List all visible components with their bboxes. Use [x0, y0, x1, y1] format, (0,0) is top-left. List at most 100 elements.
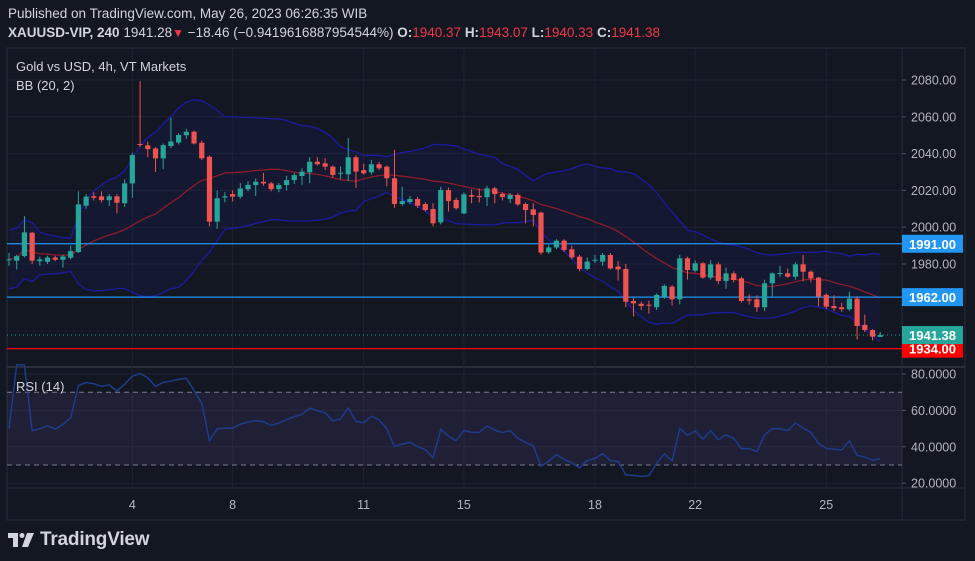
time-tick-label: 22 — [688, 498, 702, 512]
tradingview-logo[interactable]: TradingView — [8, 529, 150, 551]
candle-body — [708, 264, 714, 278]
level-price-label-bg — [902, 339, 963, 358]
candle — [615, 261, 621, 281]
candle — [106, 194, 112, 207]
candle — [839, 302, 845, 312]
candle — [322, 158, 328, 171]
candle-body — [646, 304, 652, 306]
candle-body — [137, 144, 143, 146]
time-tick-label: 8 — [229, 498, 236, 512]
candle — [561, 239, 567, 253]
price-tick-label: 2000.00 — [911, 221, 956, 235]
candle-body — [283, 180, 290, 186]
candle — [600, 252, 606, 266]
candle-body — [607, 254, 613, 269]
candle-body — [152, 148, 159, 159]
level-price-label: 1991.00 — [909, 237, 956, 252]
rsi-tick-label: 20.0000 — [911, 477, 956, 491]
candle-body — [700, 263, 706, 278]
candle-body — [415, 199, 421, 206]
candle — [422, 202, 428, 212]
candle — [152, 147, 159, 172]
candle — [438, 186, 444, 225]
rsi-legend[interactable]: RSI (14) — [16, 379, 65, 394]
candle-body — [723, 273, 729, 281]
candle — [854, 296, 860, 340]
candle-body — [229, 194, 236, 197]
candle-body — [68, 251, 74, 258]
candle — [353, 155, 359, 189]
candle — [661, 284, 667, 299]
candle-body — [98, 196, 105, 201]
candle-body — [684, 258, 691, 271]
candle-body — [546, 247, 552, 253]
candle-body — [122, 183, 128, 204]
candle — [592, 254, 598, 264]
time-tick-label: 15 — [457, 498, 471, 512]
candle — [129, 152, 135, 198]
candle-body — [507, 195, 513, 200]
candle-body — [75, 204, 81, 253]
candle — [669, 285, 675, 306]
candle — [415, 196, 421, 208]
price-tick-label: 2080.00 — [911, 74, 956, 88]
candle — [785, 268, 791, 278]
candle-body — [253, 181, 259, 186]
candle — [445, 187, 452, 212]
candle — [307, 157, 313, 184]
candle-body — [14, 256, 20, 261]
candle — [553, 239, 560, 250]
price-tick-label: 1980.00 — [911, 258, 956, 272]
candle — [476, 188, 482, 203]
candle — [168, 117, 174, 149]
candle — [515, 193, 521, 207]
candle — [646, 300, 652, 314]
price-tick-label: 2040.00 — [911, 147, 956, 161]
candle-body — [361, 170, 367, 174]
candle-body — [60, 256, 66, 260]
candle — [708, 260, 714, 280]
candle-body — [569, 249, 575, 258]
time-tick-label: 18 — [588, 498, 602, 512]
candle — [677, 254, 683, 305]
candle-body — [492, 188, 498, 195]
price-change: −18.46 (−0.9419616887954544%) — [187, 25, 394, 40]
candle — [831, 295, 837, 311]
candle — [206, 155, 213, 227]
candle — [846, 291, 852, 311]
candle-body — [199, 142, 205, 159]
candle-body — [260, 181, 267, 184]
candle — [122, 179, 128, 207]
candle — [530, 203, 536, 227]
candle-body — [376, 164, 382, 169]
candle-body — [168, 141, 174, 147]
candle — [746, 294, 752, 305]
candle-body — [91, 196, 97, 198]
candle-body — [345, 157, 351, 175]
candle-body — [83, 196, 89, 206]
candle-body — [854, 298, 860, 327]
candle-body — [584, 261, 590, 269]
level-price-label: 1934.00 — [909, 342, 956, 357]
bb-legend[interactable]: BB (20, 2) — [16, 78, 75, 93]
candle-body — [815, 277, 822, 297]
candle — [692, 260, 698, 273]
candle-body — [145, 145, 151, 149]
candle-body — [715, 264, 721, 281]
candle — [507, 193, 513, 204]
candle-body — [453, 199, 459, 209]
candle-body — [877, 335, 883, 337]
candle-body — [21, 232, 28, 257]
candle-body — [654, 294, 660, 308]
candle — [738, 276, 745, 303]
candle-body — [6, 259, 12, 261]
tradingview-logo-icon — [8, 533, 34, 547]
candle — [361, 163, 367, 175]
rsi-tick-label: 40.0000 — [911, 440, 956, 454]
candle-body — [692, 263, 698, 271]
candle-body — [839, 307, 845, 310]
rsi-line — [8, 364, 881, 478]
symbol-name[interactable]: XAUUSD-VIP, 240 — [8, 25, 120, 40]
candle — [862, 314, 868, 333]
